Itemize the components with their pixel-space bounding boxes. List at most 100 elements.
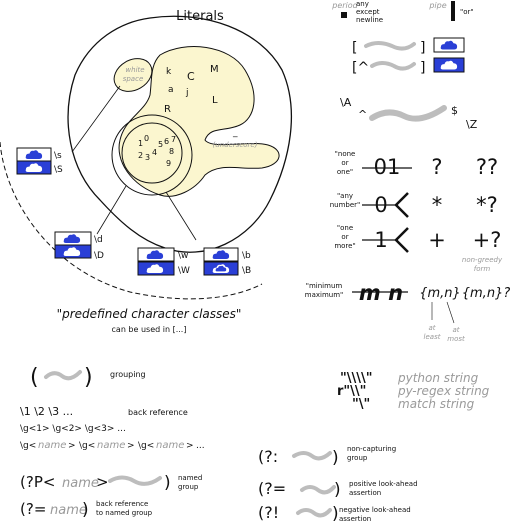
svg-text:group: group — [178, 483, 199, 491]
match-prefix: "\" — [352, 397, 370, 412]
class-W: \W — [137, 261, 190, 276]
svg-text:\B: \B — [242, 266, 251, 276]
group-open-paren: ( — [30, 365, 39, 390]
minmax-label-2: maximum" — [305, 291, 344, 299]
set-close: ] — [420, 40, 425, 56]
digit-0: 0 — [144, 134, 149, 143]
anchor-Z: \Z — [466, 118, 478, 131]
noncap-row: (?: ) non-capturing group — [258, 445, 396, 468]
negset-open: [^ — [352, 60, 369, 76]
q-braces-lazy: {m,n}? — [462, 286, 511, 301]
svg-text:): ) — [332, 504, 339, 524]
letter-L: L — [212, 95, 218, 106]
svg-text:\g<: \g< — [79, 441, 95, 451]
svg-text:negative look-ahead: negative look-ahead — [339, 506, 411, 514]
one-label-3: more" — [334, 242, 355, 250]
digit-6: 6 — [164, 137, 169, 146]
svg-text:): ) — [334, 480, 341, 500]
q-1: 1 — [374, 228, 387, 252]
svg-text:\g<: \g< — [138, 441, 154, 451]
set-squiggle — [364, 41, 416, 51]
period-desc-3: newline — [356, 16, 383, 24]
class-S: \S — [16, 160, 63, 175]
svg-text:non-capturing: non-capturing — [347, 445, 396, 453]
digit-9: 9 — [166, 159, 171, 168]
anchor-squiggle — [369, 105, 447, 122]
anchor-dollar: $ — [451, 104, 458, 117]
nongreedy-label-1: non-greedy — [462, 256, 503, 264]
svg-text:): ) — [332, 448, 339, 468]
svg-text:group: group — [347, 454, 368, 462]
grouping-label: grouping — [110, 370, 146, 379]
q-01: 01 — [374, 155, 401, 179]
svg-text:\d: \d — [94, 235, 103, 245]
none-label-2: or — [341, 159, 348, 167]
q-one-lazy: +? — [473, 228, 502, 252]
letter-C: C — [187, 70, 195, 83]
none-label-3: one" — [337, 168, 353, 176]
q-0: 0 — [374, 193, 387, 217]
letter-M: M — [210, 64, 219, 75]
svg-text:back reference: back reference — [96, 500, 148, 508]
svg-text:name: name — [97, 440, 125, 451]
classes-caption: "predefined character classes" — [57, 307, 242, 321]
nongreedy-label-2: form — [474, 265, 491, 273]
pipe-bar — [451, 1, 455, 21]
svg-text:\S: \S — [54, 165, 63, 175]
regex-label: py-regex string — [397, 384, 490, 398]
predefined-arc — [0, 141, 263, 300]
svg-text:\s: \s — [54, 151, 62, 161]
q-mn: m n — [359, 281, 403, 305]
anchor-caret: ^ — [358, 108, 367, 121]
literals-outline — [67, 15, 292, 253]
svg-text:(?P<: (?P< — [20, 473, 55, 491]
atleast-label-2: least — [424, 333, 441, 341]
q-any-lazy: *? — [476, 193, 498, 217]
minmax-label-1: "minimum — [306, 282, 343, 290]
svg-text:\g<: \g< — [20, 441, 36, 451]
period-dot — [341, 12, 347, 18]
pipe-label: pipe — [428, 1, 446, 10]
anchor-A: \A — [340, 96, 352, 109]
svg-text:\W: \W — [178, 266, 190, 276]
digit-7: 7 — [171, 135, 176, 144]
class-D: \D — [54, 244, 104, 261]
none-label-1: "none — [335, 150, 356, 158]
svg-text:>: > — [186, 441, 194, 451]
svg-text:positive look-ahead: positive look-ahead — [349, 480, 418, 488]
atmost-leader — [446, 301, 455, 324]
svg-text:>: > — [68, 441, 76, 451]
backref-g: \g<1> \g<2> \g<3> ... — [20, 424, 126, 434]
digit-4: 4 — [152, 148, 157, 157]
backref-nums: \1 \2 \3 ... — [20, 405, 73, 418]
digit-1: 1 — [138, 139, 143, 148]
letter-j: j — [185, 88, 189, 98]
atleast-label-1: at — [428, 324, 435, 332]
svg-text:name: name — [156, 440, 184, 451]
q-any-greedy: * — [432, 193, 443, 217]
any-label-2: number" — [330, 201, 361, 209]
class-w: \w — [137, 247, 188, 262]
set-open: [ — [352, 40, 357, 56]
svg-text:...: ... — [196, 441, 205, 451]
whitespace-bubble — [113, 58, 153, 92]
svg-text:\w: \w — [178, 251, 188, 261]
python-label: python string — [397, 371, 479, 385]
class-d: \d — [54, 231, 103, 246]
connector-w — [165, 191, 197, 241]
backref-name-row: \g< name > \g< name > \g< name > ... — [20, 440, 205, 451]
digit-8: 8 — [169, 147, 174, 156]
one-arrow — [394, 227, 409, 253]
q-none-greedy: ? — [431, 155, 442, 179]
named-ref-row: (?= name ) back reference to named group — [20, 500, 153, 520]
negset-squiggle — [370, 61, 416, 71]
q-braces: {m,n} — [419, 286, 461, 301]
pipe-desc: "or" — [460, 8, 474, 16]
one-label-1: "one — [337, 224, 353, 232]
underscore-caption: (underscore) — [213, 141, 258, 149]
svg-text:to named group: to named group — [96, 509, 153, 517]
svg-text:(?!: (?! — [258, 503, 279, 522]
literals-title: Literals — [176, 9, 224, 24]
svg-text:name: name — [38, 440, 66, 451]
